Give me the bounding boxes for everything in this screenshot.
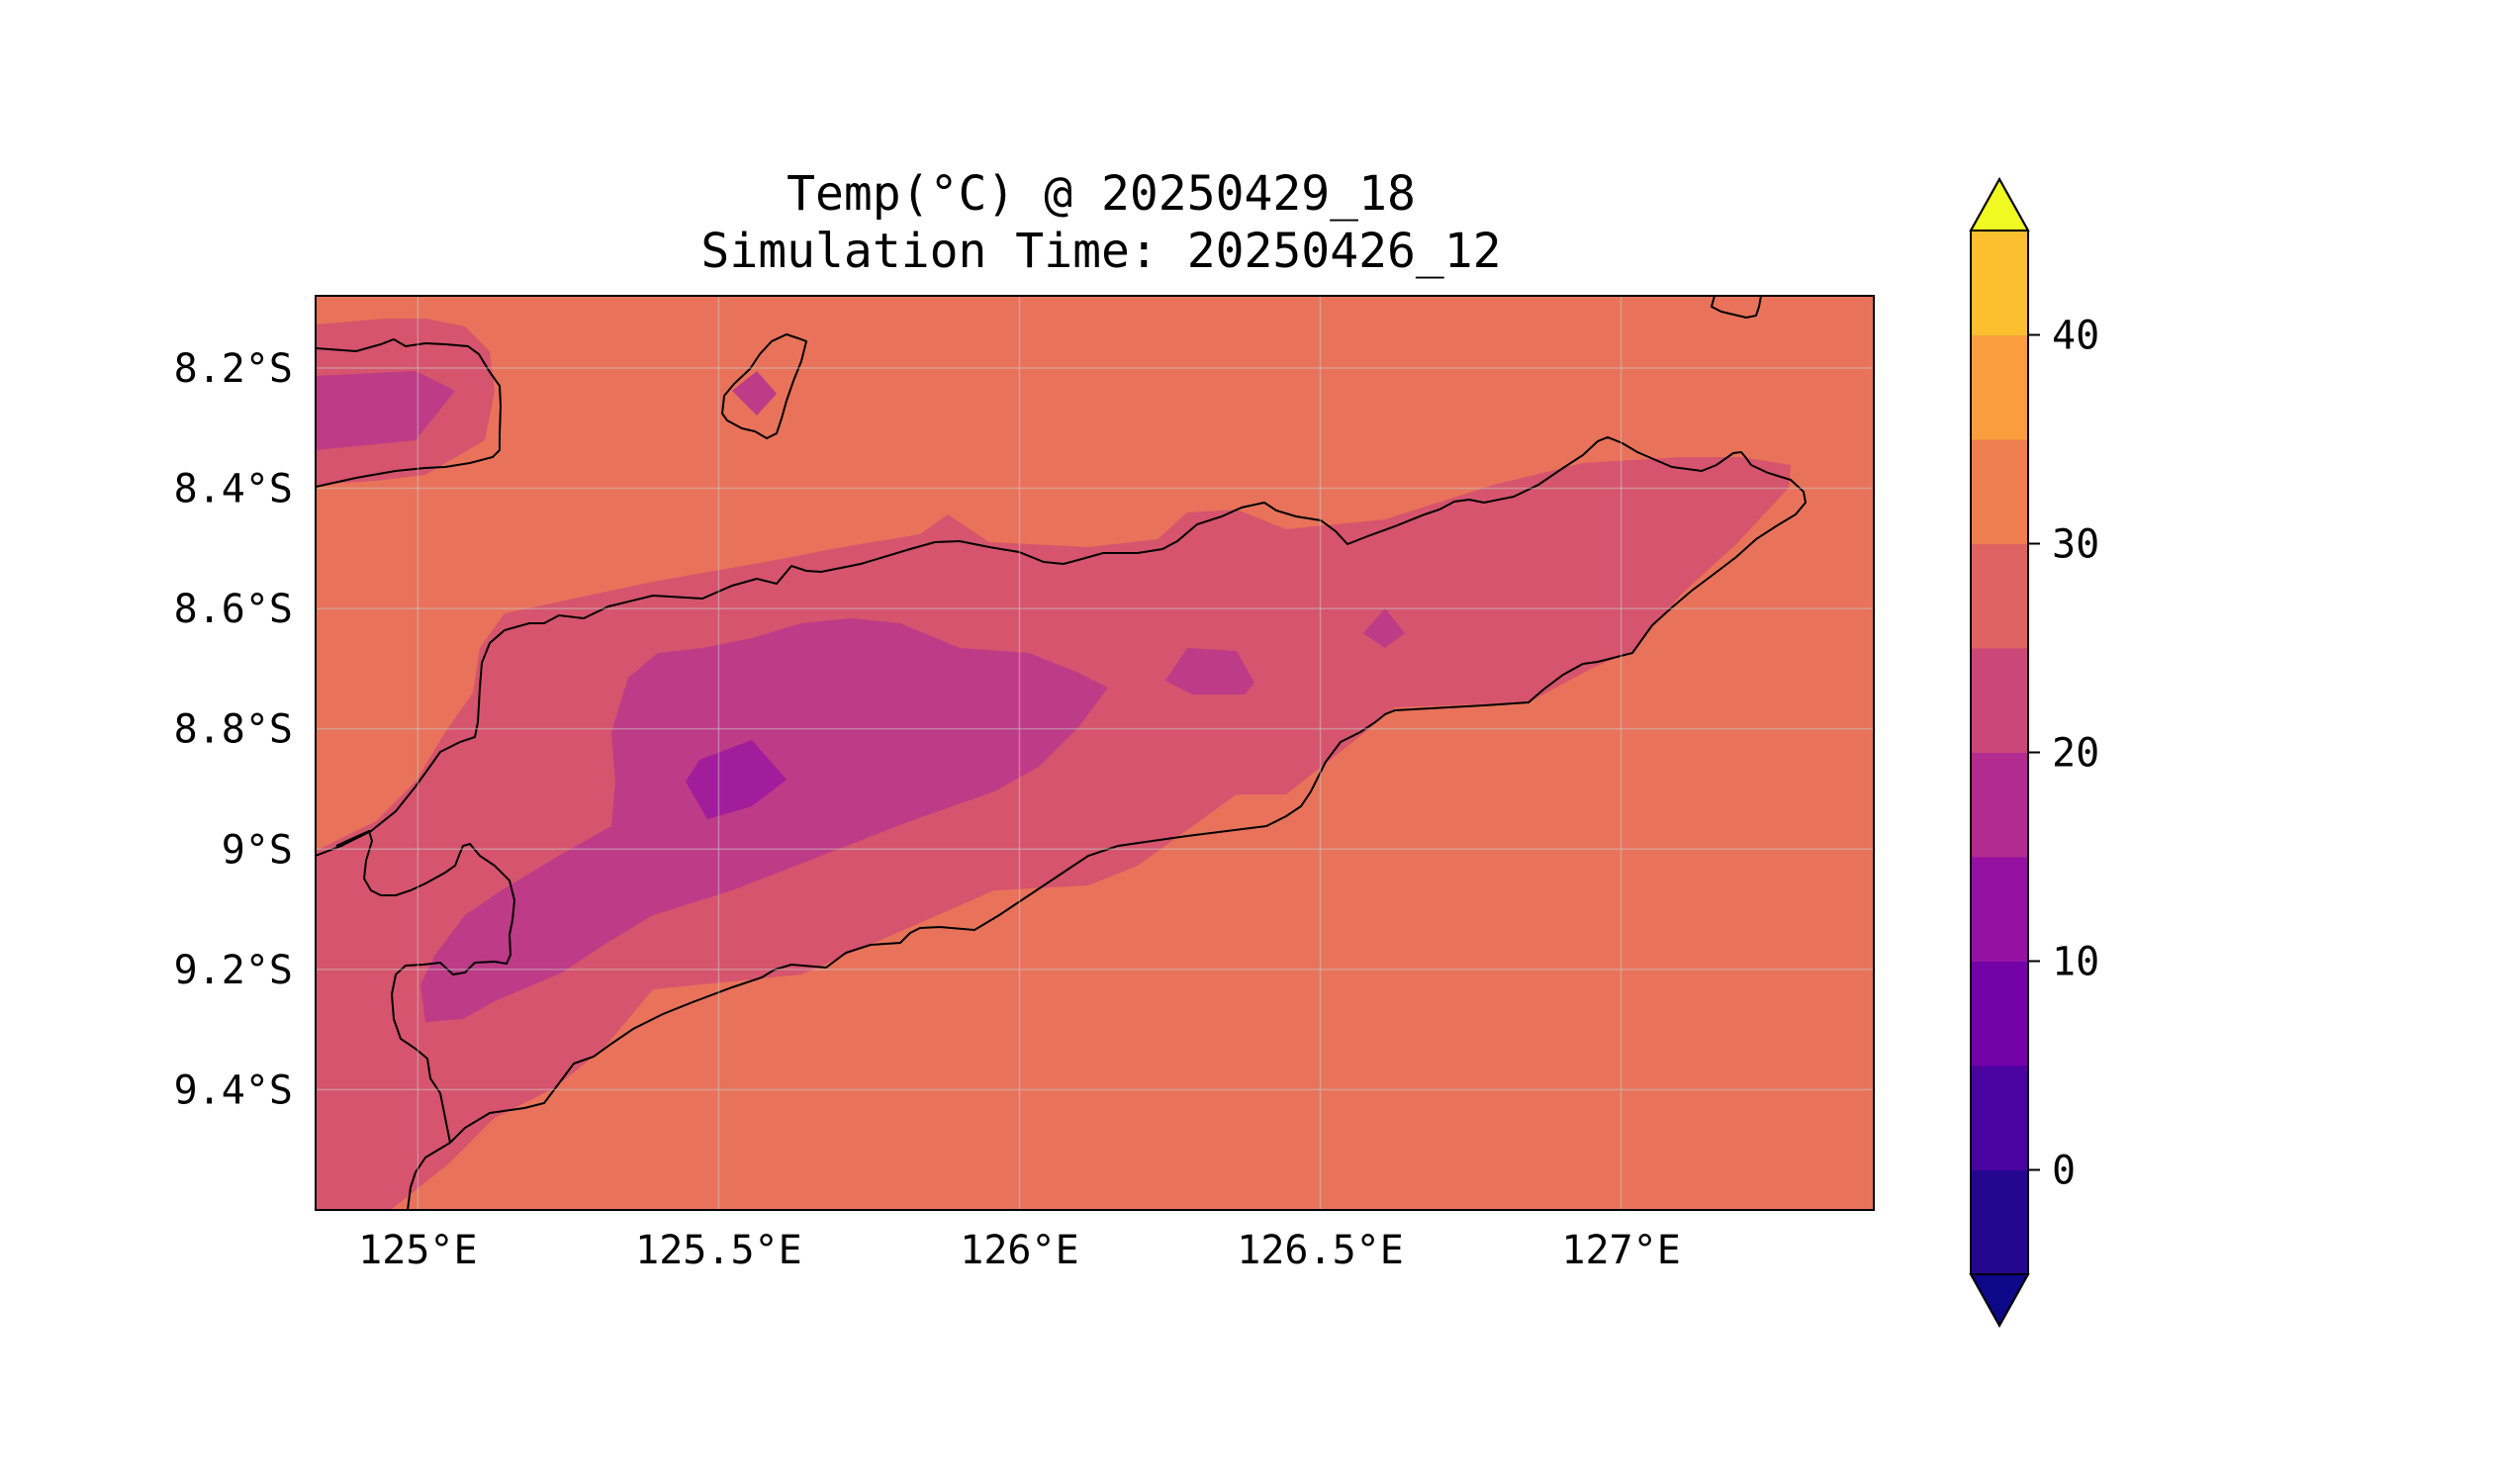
contour-band-15-20-atauro bbox=[732, 371, 777, 416]
contour-band-15-20-east-2 bbox=[1363, 608, 1405, 648]
colorbar-segment bbox=[1971, 961, 2028, 1067]
map-panel bbox=[315, 295, 1875, 1211]
colorbar-tick-label: 40 bbox=[2052, 314, 2099, 359]
colorbar-segment bbox=[1971, 439, 2028, 544]
coastlines bbox=[316, 296, 1808, 1210]
colorbar-segment bbox=[1971, 752, 2028, 858]
contour-band-15-20-east-1 bbox=[1165, 648, 1254, 695]
contour-band-20-25-timor bbox=[316, 457, 1791, 1210]
colorbar-under-arrow bbox=[1969, 1273, 2030, 1329]
colorbar-segment bbox=[1971, 543, 2028, 649]
map-frame bbox=[315, 295, 1875, 1211]
x-tick-label: 126.5°E bbox=[1237, 1228, 1404, 1273]
map-title-line-2: Simulation Time: 20250426_12 bbox=[700, 224, 1502, 279]
y-tick-label: 8.4°S bbox=[174, 467, 293, 512]
x-tick-label: 125.5°E bbox=[635, 1228, 802, 1273]
y-tick-label: 8.2°S bbox=[174, 346, 293, 392]
y-tick-label: 9.2°S bbox=[174, 948, 293, 993]
x-axis-ticks: 125°E 125.5°E 126°E 126.5°E 127°E bbox=[358, 1228, 1681, 1273]
colorbar-tick-label: 30 bbox=[2052, 522, 2099, 568]
colorbar-segment bbox=[1971, 857, 2028, 962]
colorbar-tick-label: 10 bbox=[2052, 940, 2099, 985]
coastline-northeast-islet bbox=[1710, 296, 1762, 320]
coastline-atauro bbox=[720, 332, 808, 440]
colorbar-segment bbox=[1971, 334, 2028, 440]
contour-band-10-15-core bbox=[686, 740, 787, 819]
colorbar-tick-label: 20 bbox=[2052, 731, 2099, 777]
contour-band-15-20-inland bbox=[420, 618, 1108, 1022]
colorbar-segment bbox=[1971, 1066, 2028, 1170]
colorbar-segment bbox=[1971, 1169, 2028, 1275]
colorbar-segment bbox=[1971, 231, 2028, 335]
colorbar: 0 10 20 30 40 bbox=[1969, 176, 2099, 1329]
coastline-southwest bbox=[407, 1142, 451, 1210]
coastline-timor bbox=[316, 435, 1808, 1144]
temperature-field bbox=[316, 319, 1791, 1210]
y-tick-label: 8.6°S bbox=[174, 587, 293, 632]
colorbar-segment bbox=[1971, 648, 2028, 753]
y-tick-label: 8.8°S bbox=[174, 707, 293, 753]
x-tick-label: 126°E bbox=[960, 1228, 1078, 1273]
y-axis-ticks: 8.2°S 8.4°S 8.6°S 8.8°S 9°S 9.2°S 9.4°S bbox=[174, 346, 293, 1113]
colorbar-over-arrow bbox=[1969, 176, 2030, 232]
gridlines bbox=[316, 296, 1874, 1210]
colorbar-tick-label: 0 bbox=[2052, 1149, 2076, 1194]
colorbar-outline bbox=[1970, 176, 2029, 1329]
x-tick-label: 127°E bbox=[1561, 1228, 1680, 1273]
coastline-northwest-island bbox=[316, 337, 503, 488]
coastline-border-oecusse bbox=[335, 829, 516, 1144]
x-tick-label: 125°E bbox=[358, 1228, 477, 1273]
map-title-line-1: Temp(°C) @ 20250429_18 bbox=[787, 166, 1416, 222]
contour-band-15-20-northwest bbox=[316, 371, 455, 450]
y-tick-label: 9.4°S bbox=[174, 1067, 293, 1113]
y-tick-label: 9°S bbox=[222, 827, 293, 873]
